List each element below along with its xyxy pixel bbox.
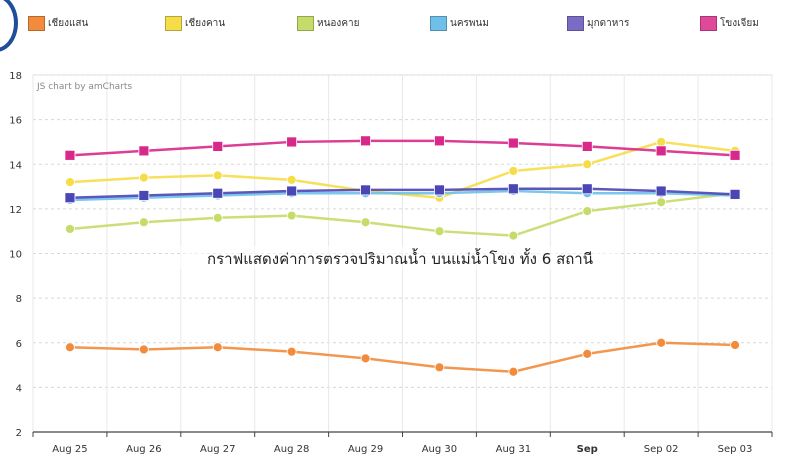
data-point	[507, 137, 519, 149]
data-point	[729, 188, 741, 200]
data-point	[286, 136, 298, 148]
data-point	[434, 226, 445, 237]
data-point	[64, 149, 76, 161]
data-point	[582, 159, 593, 170]
chart-title: กราฟแสดงค่าการตรวจปริมาณน้ำ บนแม่น้ำโขง …	[207, 248, 593, 268]
data-point	[434, 362, 445, 373]
y-tick-label: 4	[16, 383, 22, 394]
legend-swatch	[165, 16, 182, 31]
data-point	[656, 197, 667, 208]
data-point	[729, 149, 741, 161]
x-tick-label: Sep 03	[718, 444, 753, 455]
data-point	[286, 174, 297, 185]
data-point	[655, 185, 667, 197]
legend-item[interactable]: หนองคาย	[297, 16, 359, 31]
data-point	[581, 140, 593, 152]
data-point	[64, 192, 76, 204]
legend-label: มุกดาหาร	[587, 18, 630, 29]
x-tick-label: Sep	[577, 444, 598, 455]
data-point	[138, 172, 149, 183]
series-line	[69, 341, 736, 374]
legend-item[interactable]: โขงเจียม	[700, 16, 759, 31]
data-point	[360, 353, 371, 364]
data-point	[730, 340, 740, 350]
legend-item[interactable]: เชียงคาน	[165, 16, 225, 31]
x-tick-label: Aug 30	[422, 444, 457, 455]
title-backdrop	[180, 246, 620, 270]
data-point	[434, 135, 445, 147]
data-point	[212, 212, 223, 223]
data-point	[656, 337, 667, 348]
data-point	[286, 185, 298, 197]
data-point	[360, 135, 371, 147]
y-tick-label: 16	[9, 116, 22, 127]
legend-item[interactable]: นครพนม	[430, 16, 489, 31]
chart-legend: เชียงแสน เชียงคาน หนองคาย นครพนม มุกดาหาร โขง…	[0, 16, 798, 46]
legend-swatch	[430, 16, 447, 31]
data-point	[138, 217, 149, 228]
legend-label: เชียงแสน	[48, 18, 89, 29]
y-tick-label: 10	[9, 250, 22, 261]
data-point	[582, 349, 593, 359]
series-line	[69, 192, 736, 237]
data-point	[360, 217, 371, 228]
y-tick-label: 14	[9, 160, 22, 171]
y-tick-label: 18	[9, 71, 22, 82]
chart-credit: JS chart by amCharts	[36, 82, 132, 92]
legend-swatch	[28, 16, 45, 31]
data-point	[508, 166, 519, 176]
data-point	[138, 344, 149, 355]
data-point	[65, 224, 75, 234]
data-point	[138, 190, 150, 201]
legend-item[interactable]: มุกดาหาร	[567, 16, 629, 31]
data-point	[508, 230, 519, 241]
series-line	[69, 189, 736, 202]
legend-label: นครพนม	[450, 18, 489, 29]
y-tick-label: 8	[16, 294, 22, 305]
series-line	[69, 187, 736, 199]
x-tick-label: Aug 28	[274, 444, 309, 455]
legend-item[interactable]: เชียงแสน	[28, 16, 88, 31]
legend-label: หนองคาย	[317, 18, 360, 29]
y-tick-label: 2	[16, 428, 22, 439]
legend-swatch	[297, 16, 314, 31]
data-point	[65, 177, 75, 188]
x-tick-label: Aug 29	[348, 444, 383, 455]
data-point	[212, 140, 224, 152]
x-tick-label: Aug 26	[126, 444, 161, 455]
data-point	[360, 184, 371, 196]
data-point	[581, 183, 593, 195]
data-point	[582, 206, 593, 217]
legend-swatch	[700, 16, 717, 31]
x-tick-label: Aug 27	[200, 444, 235, 455]
data-point	[508, 366, 519, 377]
y-tick-label: 6	[16, 339, 22, 350]
series-line	[69, 139, 736, 157]
data-point	[286, 210, 297, 221]
x-tick-label: Aug 25	[52, 444, 87, 455]
data-point	[286, 346, 297, 357]
data-point	[212, 187, 224, 199]
data-point	[507, 183, 519, 195]
data-point	[65, 342, 75, 353]
legend-swatch	[567, 16, 584, 31]
x-tick-label: Aug 31	[496, 444, 531, 455]
data-point	[655, 145, 667, 157]
legend-label: โขงเจียม	[720, 18, 759, 29]
data-point	[138, 145, 150, 157]
data-point	[434, 184, 445, 196]
x-tick-label: Sep 02	[644, 444, 679, 455]
y-tick-label: 12	[9, 205, 22, 216]
legend-label: เชียงคาน	[185, 18, 226, 29]
data-point	[212, 342, 223, 353]
data-point	[212, 170, 223, 181]
data-point	[656, 137, 667, 147]
